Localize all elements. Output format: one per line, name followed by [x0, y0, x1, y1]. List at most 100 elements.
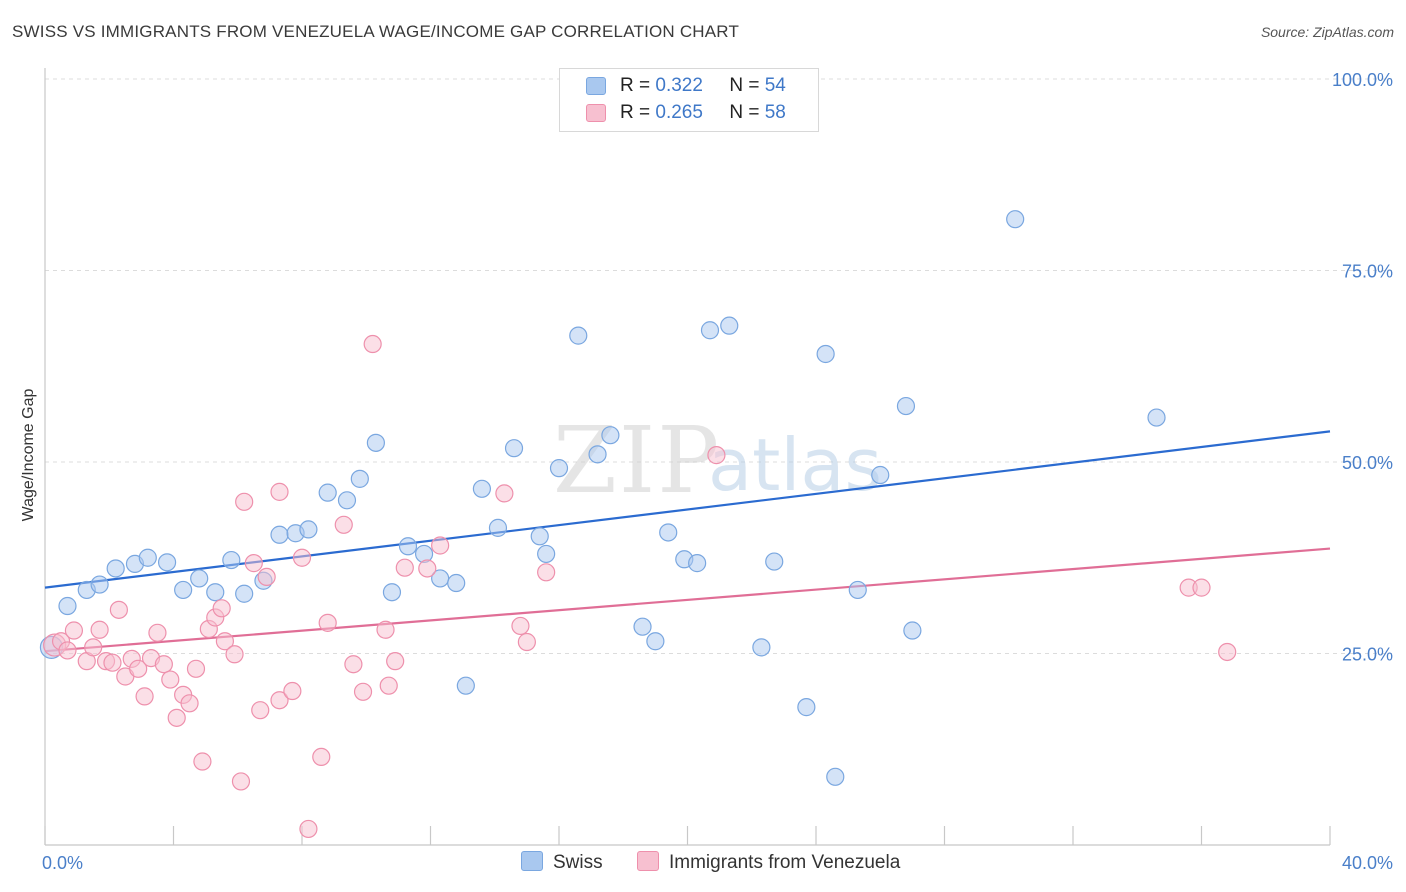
- data-point: [569, 326, 588, 345]
- data-points: [39, 210, 1237, 839]
- legend-item-venezuela[interactable]: Immigrants from Venezuela: [637, 851, 900, 874]
- data-point: [363, 334, 382, 354]
- data-point: [386, 652, 405, 671]
- n-value: 54: [764, 75, 786, 96]
- data-point: [903, 621, 922, 640]
- data-point: [251, 701, 270, 720]
- data-point: [848, 580, 867, 600]
- chart-title: SWISS VS IMMIGRANTS FROM VENEZUELA WAGE/…: [12, 22, 740, 41]
- n-label: N =: [729, 102, 760, 123]
- y-tick-label: 100.0%: [1332, 70, 1393, 90]
- data-point: [337, 491, 357, 510]
- data-point: [816, 344, 835, 364]
- data-point: [447, 573, 466, 593]
- grid: [45, 78, 1392, 654]
- trendline-venezuela: [44, 547, 1331, 653]
- y-tick-label: 25.0%: [1342, 645, 1393, 665]
- data-point: [530, 527, 549, 546]
- legend-item-swiss[interactable]: Swiss: [521, 851, 603, 874]
- data-point: [1006, 210, 1025, 229]
- data-point: [270, 482, 289, 501]
- data-point: [504, 439, 524, 458]
- data-point: [90, 620, 109, 639]
- data-point: [431, 536, 450, 555]
- data-point: [797, 698, 816, 717]
- data-point: [353, 682, 373, 701]
- data-point: [235, 492, 254, 511]
- data-point: [174, 580, 193, 600]
- data-point: [376, 620, 395, 639]
- data-point: [109, 600, 128, 619]
- data-point: [601, 426, 620, 445]
- r-value: 0.322: [655, 75, 703, 96]
- data-point: [235, 584, 254, 603]
- data-point: [138, 548, 157, 567]
- data-point: [456, 676, 475, 695]
- venezuela-swatch-icon: [586, 104, 606, 122]
- data-point: [103, 653, 122, 672]
- y-tick-label: 50.0%: [1342, 453, 1393, 473]
- stats-legend: R = 0.322 N = 54 R = 0.265 N = 58: [559, 68, 819, 132]
- data-point: [1147, 408, 1166, 427]
- data-point: [379, 676, 398, 695]
- data-point: [212, 599, 231, 618]
- x-tick-label: 40.0%: [1342, 853, 1393, 873]
- data-point: [244, 554, 263, 573]
- data-point: [129, 659, 148, 678]
- data-point: [106, 559, 125, 578]
- data-point: [225, 645, 244, 664]
- tick-labels: 25.0% 50.0% 75.0% 100.0% 0.0% 40.0%: [42, 70, 1393, 873]
- data-point: [517, 632, 536, 652]
- data-point: [1192, 578, 1211, 597]
- swiss-legend-swatch-icon: [521, 851, 543, 871]
- data-point: [206, 583, 225, 602]
- data-point: [472, 479, 491, 498]
- watermark: ZIP atlas: [553, 407, 882, 514]
- venezuela-legend-swatch-icon: [637, 851, 659, 871]
- data-point: [511, 616, 530, 636]
- r-value: 0.265: [655, 102, 703, 123]
- data-point: [418, 559, 437, 578]
- data-point: [312, 747, 331, 767]
- x-tick-label: 0.0%: [42, 853, 83, 873]
- y-axis-title: Wage/Income Gap: [20, 388, 37, 522]
- data-point: [659, 523, 678, 542]
- data-point: [382, 583, 402, 602]
- data-point: [720, 316, 739, 335]
- data-point: [84, 638, 103, 657]
- data-point: [752, 638, 771, 657]
- data-point: [154, 655, 173, 674]
- data-point: [633, 617, 652, 636]
- series-venezuela: [43, 334, 1237, 839]
- data-point: [334, 515, 353, 534]
- data-point: [299, 819, 318, 839]
- data-point: [157, 553, 177, 572]
- data-point: [537, 563, 556, 582]
- n-value: 58: [764, 102, 786, 123]
- series-swiss: [39, 210, 1166, 786]
- data-point: [366, 433, 385, 452]
- legend-label-venezuela: Immigrants from Venezuela: [669, 852, 901, 873]
- data-point: [186, 659, 206, 678]
- data-point: [292, 548, 312, 567]
- data-point: [161, 670, 180, 689]
- data-point: [180, 694, 199, 713]
- data-point: [537, 544, 556, 564]
- data-point: [826, 767, 845, 786]
- data-point: [64, 621, 84, 640]
- swiss-swatch-icon: [586, 77, 606, 95]
- r-label: R =: [620, 75, 651, 96]
- data-point: [398, 537, 418, 556]
- data-point: [395, 558, 414, 577]
- data-point: [90, 575, 109, 594]
- data-point: [135, 687, 154, 706]
- data-point: [495, 484, 514, 503]
- data-point: [318, 483, 337, 502]
- data-point: [549, 459, 569, 478]
- data-point: [344, 655, 363, 674]
- data-point: [700, 321, 720, 340]
- data-point: [148, 623, 167, 642]
- data-point: [871, 465, 890, 485]
- watermark-zip: ZIP: [553, 407, 721, 514]
